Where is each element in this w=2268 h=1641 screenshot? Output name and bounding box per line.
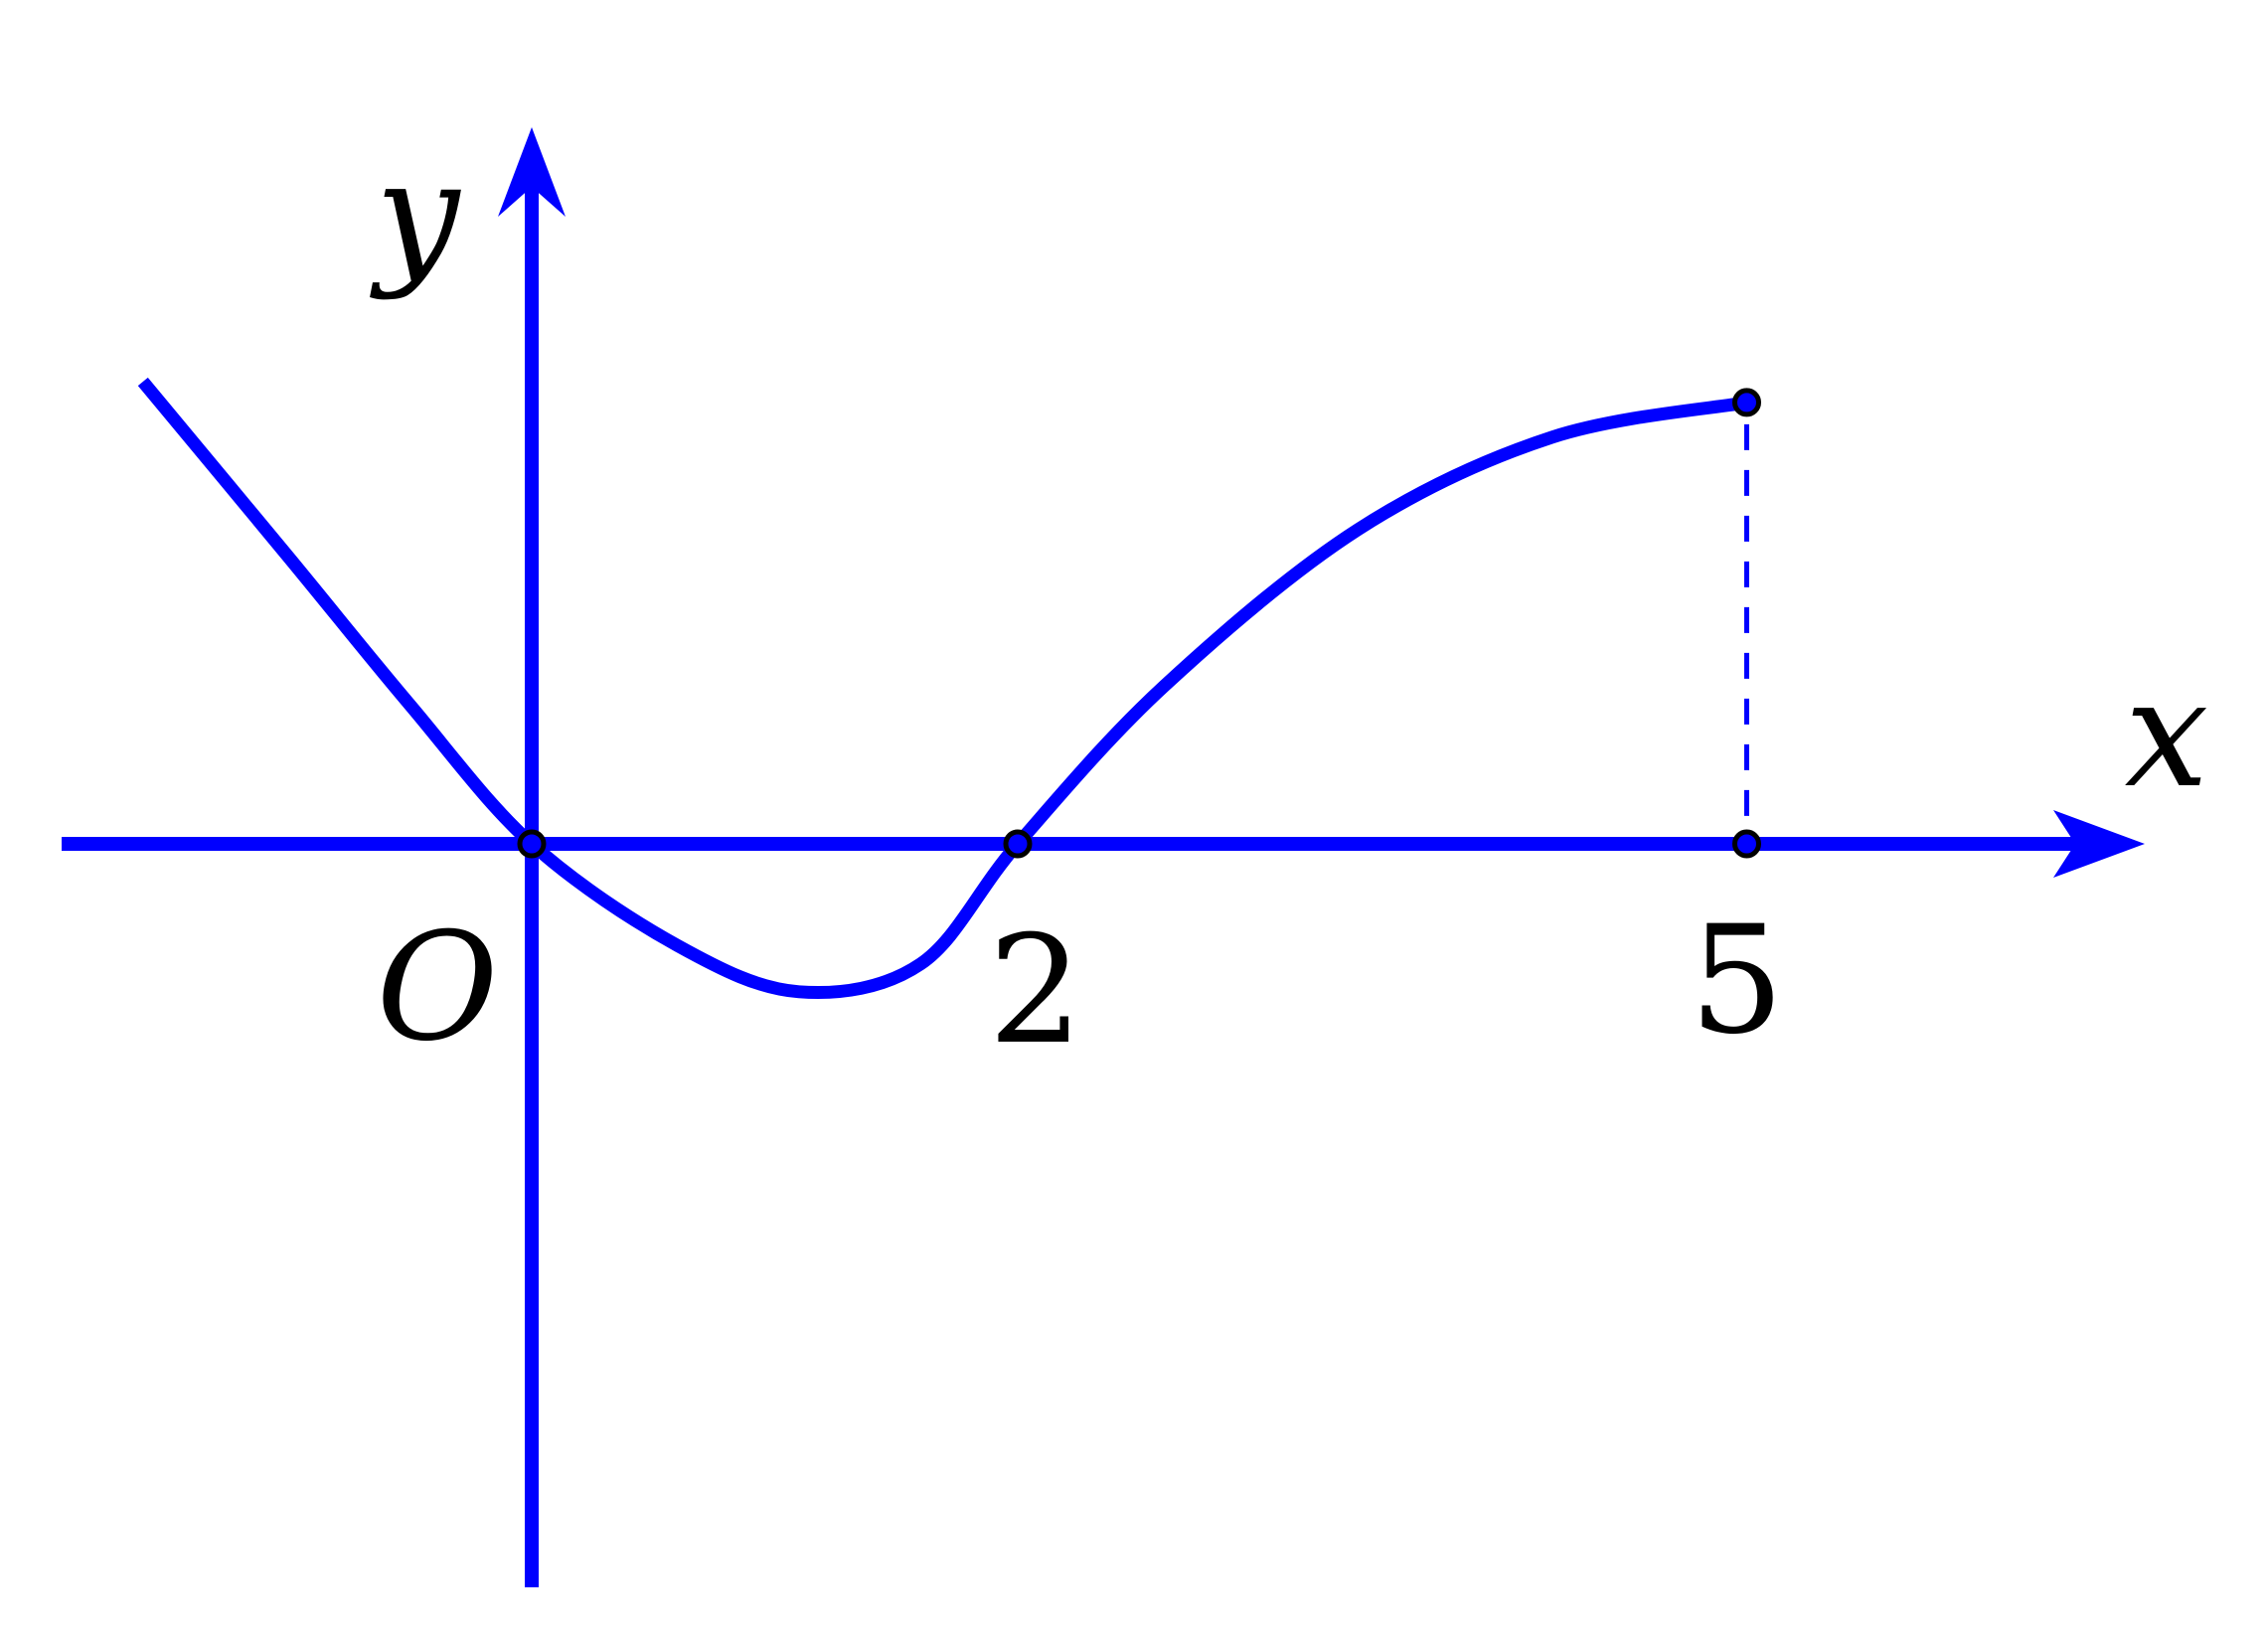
- function-curve: [137, 377, 1748, 1000]
- marked-point-3: [1732, 388, 1761, 417]
- x-axis-arrowhead: [2053, 810, 2145, 878]
- y-axis-label: y: [370, 129, 462, 302]
- marked-points: [517, 388, 1761, 859]
- y-axis-arrowhead: [498, 127, 566, 217]
- marked-point-2: [1732, 829, 1761, 859]
- marked-point-1: [1003, 829, 1033, 859]
- marked-point-0: [517, 829, 547, 859]
- x-tick-label-5: 5: [1690, 895, 1784, 1067]
- origin-label: O: [377, 902, 499, 1074]
- x-tick-label-2: 2: [988, 904, 1082, 1077]
- x-axis-label: x: [2125, 648, 2209, 821]
